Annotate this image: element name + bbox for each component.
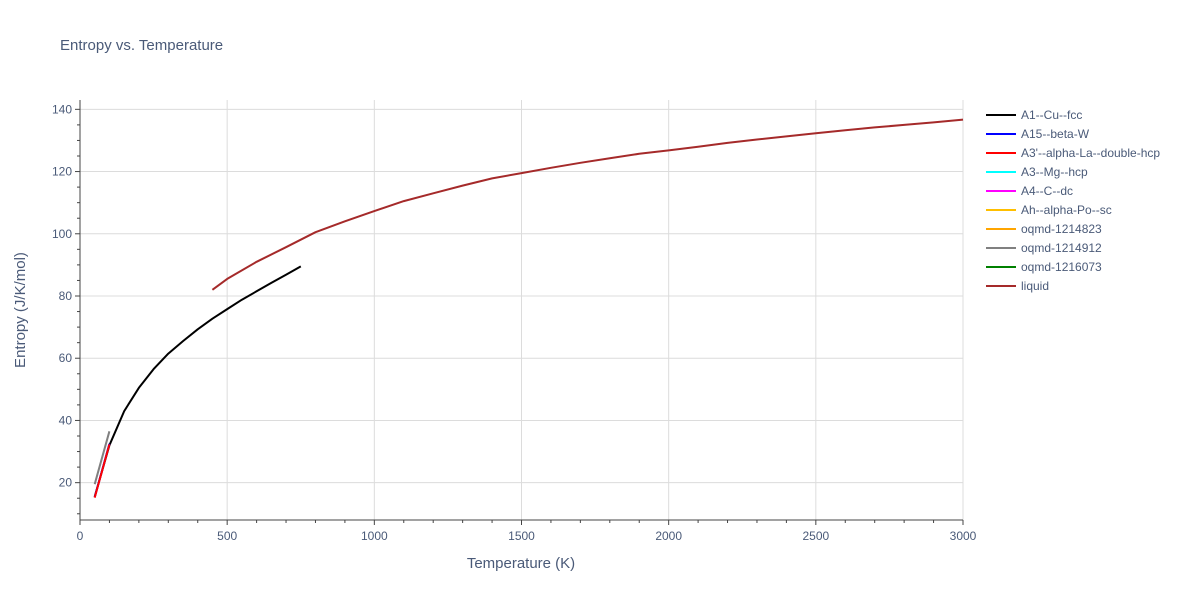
gridlines: [80, 100, 964, 520]
axes: 0 500 1000 1500 2000 2500 3000 20 40 60 80 100 120 14…: [52, 100, 977, 543]
legend-item-ah-alpha-po-sc[interactable]: Ah--alpha-Po--sc: [986, 203, 1112, 217]
y-tick-label: 60: [59, 351, 73, 365]
x-tick-label: 2500: [802, 529, 829, 543]
x-tick-label: 1000: [361, 529, 388, 543]
legend-label: oqmd-1216073: [1021, 260, 1102, 274]
legend-item-oqmd-1214912[interactable]: oqmd-1214912: [986, 241, 1102, 255]
legend-label: Ah--alpha-Po--sc: [1021, 203, 1112, 217]
series-line-a1-cu-fcc: [93, 265, 302, 497]
legend-label: A3'--alpha-La--double-hcp: [1021, 146, 1160, 160]
legend-item-oqmd-1216073[interactable]: oqmd-1216073: [986, 260, 1102, 274]
y-tick-label: 140: [52, 102, 72, 116]
x-tick-label: 1500: [508, 529, 535, 543]
legend-label: A15--beta-W: [1021, 127, 1090, 141]
legend: A1--Cu--fcc A15--beta-W A3'--alpha-La--dou…: [986, 108, 1160, 293]
legend-label: oqmd-1214912: [1021, 241, 1102, 255]
legend-label: liquid: [1021, 279, 1049, 293]
series-line-liquid: [211, 118, 964, 291]
legend-item-a4-c-dc[interactable]: A4--C--dc: [986, 184, 1073, 198]
legend-item-a3-mg-hcp[interactable]: A3--Mg--hcp: [986, 165, 1088, 179]
y-tick-label: 20: [59, 476, 73, 490]
y-tick-label: 80: [59, 289, 73, 303]
legend-label: A1--Cu--fcc: [1021, 108, 1082, 122]
legend-item-a1-cu-fcc[interactable]: A1--Cu--fcc: [986, 108, 1082, 122]
x-tick-label: 2000: [655, 529, 682, 543]
legend-label: A4--C--dc: [1021, 184, 1073, 198]
legend-item-a3-alpha-la-double-hcp[interactable]: A3'--alpha-La--double-hcp: [986, 146, 1160, 160]
legend-item-a15-beta-w[interactable]: A15--beta-W: [986, 127, 1090, 141]
legend-item-oqmd-1214823[interactable]: oqmd-1214823: [986, 222, 1102, 236]
series-line-oqmd-1214912: [93, 431, 111, 485]
legend-item-liquid[interactable]: liquid: [986, 279, 1049, 293]
x-tick-label: 3000: [950, 529, 977, 543]
y-axis-title: Entropy (J/K/mol): [12, 252, 29, 368]
x-axis-title: Temperature (K): [467, 555, 575, 572]
legend-label: A3--Mg--hcp: [1021, 165, 1088, 179]
y-tick-label: 120: [52, 165, 72, 179]
y-tick-label: 100: [52, 227, 72, 241]
legend-label: oqmd-1214823: [1021, 222, 1102, 236]
series-line-a3-alpha-la-double-hcp: [93, 444, 111, 498]
x-tick-label: 500: [217, 529, 237, 543]
chart-title: Entropy vs. Temperature: [60, 37, 223, 54]
y-tick-label: 40: [59, 413, 73, 427]
x-tick-label: 0: [77, 529, 84, 543]
series-lines: [93, 118, 964, 498]
